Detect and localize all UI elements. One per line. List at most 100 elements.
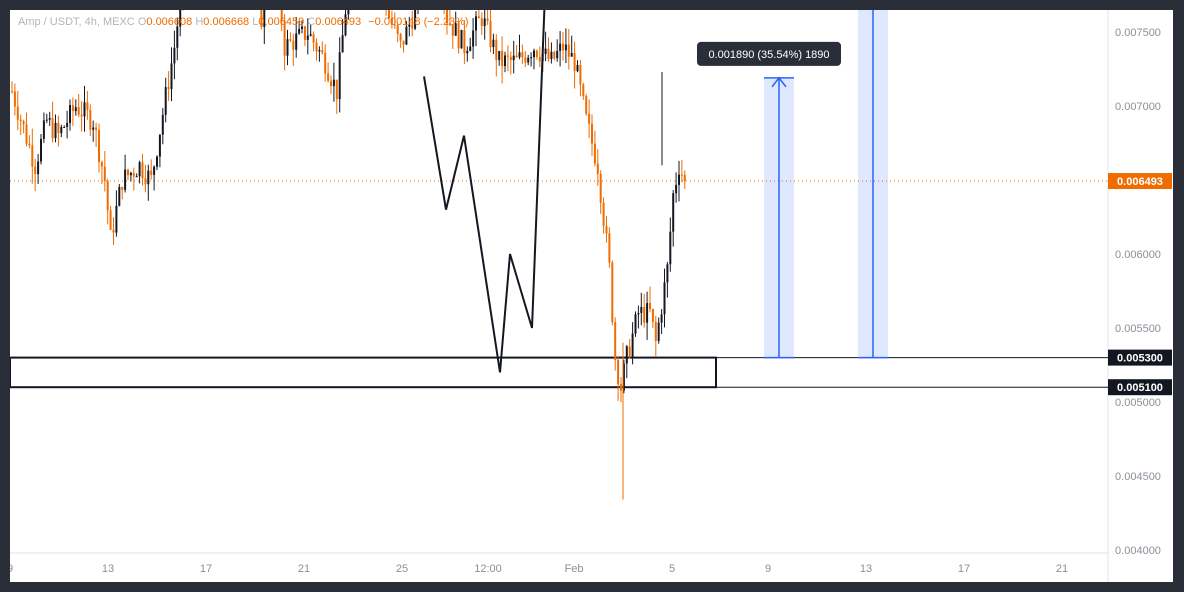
close-value: 0.006493 bbox=[315, 16, 362, 28]
price-tag-bg bbox=[1108, 349, 1172, 366]
candle-body bbox=[80, 114, 83, 117]
candle-body bbox=[486, 18, 489, 21]
measure-arrow-head bbox=[771, 76, 787, 88]
low-value: 0.006459 bbox=[258, 16, 305, 28]
x-tick-label: 21 bbox=[298, 563, 310, 575]
close-key: C bbox=[307, 16, 316, 28]
open-key: O bbox=[137, 16, 147, 28]
candle-body bbox=[170, 63, 173, 90]
candle-body bbox=[591, 123, 593, 144]
candle-body bbox=[608, 233, 611, 263]
candle-body bbox=[48, 118, 51, 120]
candle-body bbox=[475, 16, 477, 31]
symbol-label[interactable]: Amp / USDT, 4h, MEXC bbox=[18, 16, 135, 28]
candle-body bbox=[280, 10, 283, 22]
candle-body bbox=[42, 120, 45, 139]
candle-body bbox=[611, 262, 614, 323]
candle-body bbox=[132, 172, 135, 177]
candle-body bbox=[683, 174, 686, 182]
candle-body bbox=[501, 50, 504, 66]
low-key: L bbox=[252, 16, 259, 28]
candle-body bbox=[167, 87, 170, 90]
price-range-measure[interactable]: 0.001890 (35.54%) 1890 bbox=[697, 41, 841, 359]
candle-body bbox=[54, 122, 57, 139]
candle-body bbox=[469, 46, 472, 51]
x-tick-label: 17 bbox=[958, 563, 970, 575]
candle-body bbox=[40, 138, 42, 162]
candle-body bbox=[405, 26, 408, 45]
candle-body bbox=[51, 118, 54, 139]
candle-body bbox=[60, 127, 63, 134]
candle-body bbox=[672, 193, 675, 232]
y-tick-label: 0.007500 bbox=[1115, 27, 1161, 39]
projection-path[interactable] bbox=[423, 10, 555, 373]
candle-body bbox=[451, 24, 454, 36]
candle-body bbox=[663, 282, 666, 315]
candle-body bbox=[573, 53, 576, 72]
candle-body bbox=[89, 110, 92, 130]
candle-body bbox=[506, 55, 509, 57]
candle-body bbox=[324, 52, 327, 74]
measure-label: 0.001890 (35.54%) 1890 bbox=[708, 49, 829, 61]
candle-body bbox=[315, 42, 318, 52]
x-tick-label: 17 bbox=[200, 563, 212, 575]
candle-body bbox=[161, 114, 164, 135]
candle-body bbox=[286, 39, 289, 56]
candle-body bbox=[657, 322, 660, 341]
candle-body bbox=[71, 105, 74, 112]
candle-body bbox=[74, 107, 77, 112]
candle-body bbox=[28, 143, 31, 146]
candle-body bbox=[408, 24, 411, 27]
candle-body bbox=[335, 79, 338, 100]
candle-body bbox=[489, 20, 492, 48]
candle-body bbox=[495, 39, 498, 61]
candle-body bbox=[127, 169, 129, 176]
candle-body bbox=[25, 124, 28, 144]
candle-body bbox=[153, 166, 156, 175]
candle-body bbox=[585, 96, 588, 114]
candle-body bbox=[504, 55, 506, 66]
candle-body bbox=[559, 43, 562, 51]
y-tick-label: 0.007000 bbox=[1115, 101, 1161, 113]
candle-body bbox=[596, 163, 599, 174]
candle-body bbox=[530, 57, 533, 59]
x-tick-label: 12:00 bbox=[474, 563, 502, 575]
candle-body bbox=[480, 18, 483, 26]
candle-body bbox=[460, 30, 463, 49]
candle-body bbox=[625, 346, 628, 364]
candle-body bbox=[579, 64, 582, 85]
candle-body bbox=[11, 91, 13, 93]
candle-body bbox=[321, 50, 324, 53]
candle-body bbox=[34, 166, 37, 175]
candle-body bbox=[620, 384, 622, 391]
candle-body bbox=[19, 119, 22, 122]
candle-body bbox=[31, 145, 34, 167]
y-tick-label: 0.005000 bbox=[1115, 397, 1161, 409]
candle-body bbox=[675, 184, 678, 194]
candle-body bbox=[98, 129, 100, 163]
candle-body bbox=[492, 39, 495, 48]
candle-body bbox=[100, 162, 103, 167]
price-tag-label: 0.005100 bbox=[1117, 382, 1163, 394]
open-value: 0.006608 bbox=[146, 16, 193, 28]
candle-body bbox=[16, 106, 19, 120]
candle-body bbox=[13, 91, 16, 107]
candle-body bbox=[649, 303, 651, 310]
candle-body bbox=[173, 47, 176, 64]
candle-body bbox=[466, 50, 469, 54]
candle-body bbox=[515, 55, 518, 58]
price-range-measure[interactable]: 0.004212 (79.39%) 4212 bbox=[801, 10, 945, 359]
candle-body bbox=[63, 126, 66, 128]
candle-body bbox=[446, 10, 448, 24]
candle-body bbox=[156, 156, 158, 167]
candle-body bbox=[332, 79, 335, 87]
y-tick-label: 0.005500 bbox=[1115, 323, 1161, 335]
candle-body bbox=[393, 24, 396, 26]
candle-body bbox=[344, 14, 347, 36]
candle-body bbox=[118, 186, 121, 206]
support-zone-rectangle[interactable] bbox=[10, 356, 717, 389]
candle-body bbox=[388, 10, 390, 19]
candle-body bbox=[477, 16, 480, 19]
